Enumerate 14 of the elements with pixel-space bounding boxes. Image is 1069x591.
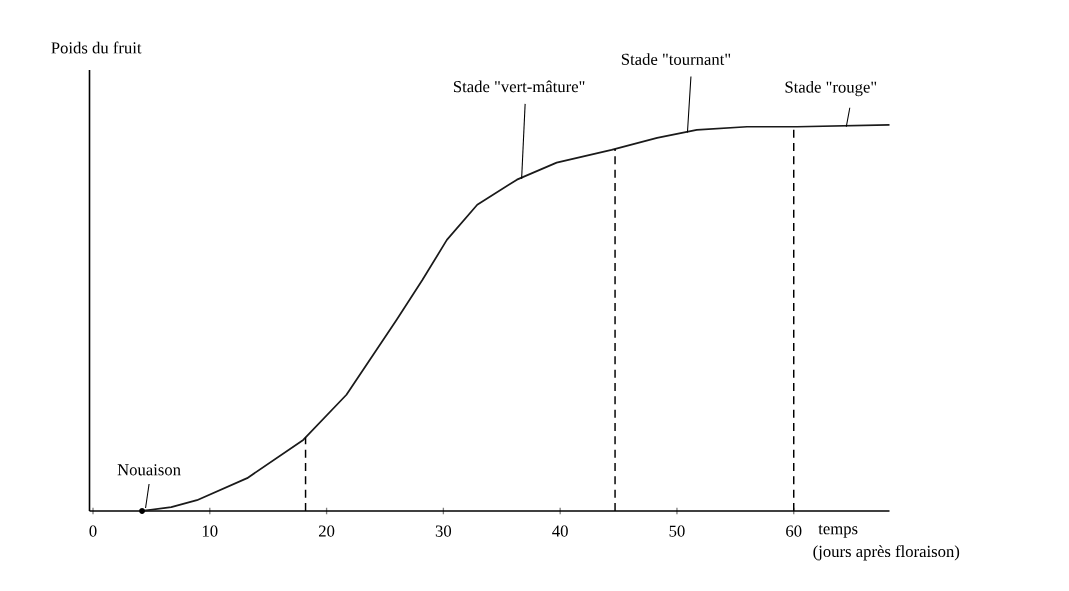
text: (jours après floraison) bbox=[813, 545, 960, 561]
annotation: Stade "tournant" bbox=[621, 53, 731, 65]
x-tick-label: 50 bbox=[669, 525, 685, 537]
x-tick-label: 40 bbox=[552, 525, 568, 537]
y-axis-title: Poids du fruit bbox=[51, 41, 142, 54]
annotation: Stade "vert-mâture" bbox=[453, 80, 585, 93]
x-tick-label: 60 bbox=[786, 525, 802, 537]
x-tick-label: 0 bbox=[89, 525, 97, 537]
x-tick-label: 30 bbox=[435, 525, 452, 537]
x-axis-title: temps bbox=[818, 524, 858, 538]
x-tick-label: 20 bbox=[318, 525, 335, 537]
annotation: Stade "rouge" bbox=[785, 80, 877, 97]
x-tick-label: 10 bbox=[202, 525, 218, 537]
annotation: Nouaison bbox=[117, 464, 181, 476]
